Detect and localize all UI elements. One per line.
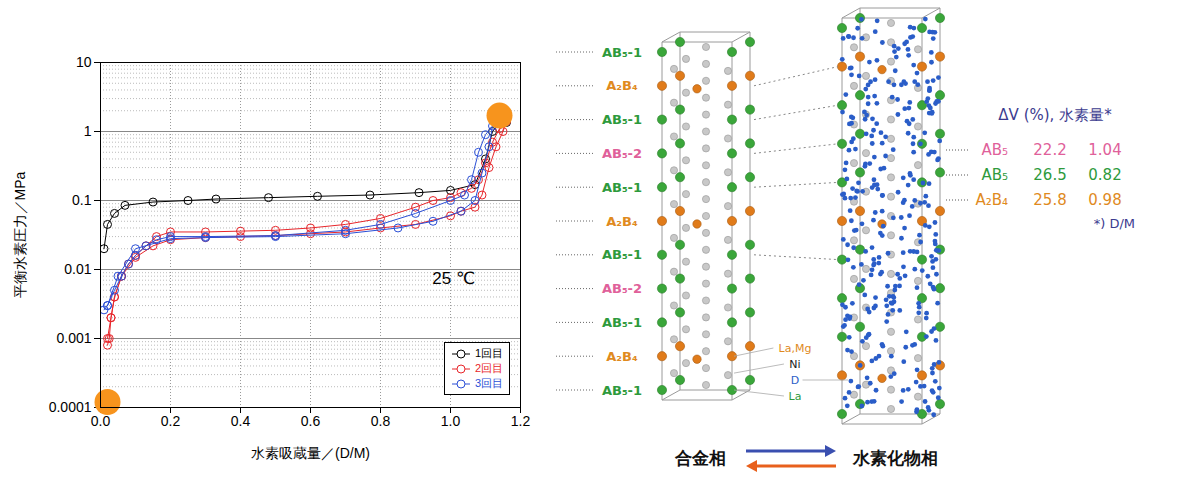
svg-text:AB₅: AB₅ bbox=[981, 166, 1008, 184]
svg-text:22.2: 22.2 bbox=[1033, 141, 1066, 159]
svg-text:10: 10 bbox=[76, 54, 92, 70]
svg-text:水素化物相: 水素化物相 bbox=[852, 448, 938, 468]
svg-text:A₂B₄: A₂B₄ bbox=[606, 214, 638, 229]
svg-text:1.0: 1.0 bbox=[441, 413, 461, 429]
svg-text:AB₅-1: AB₅-1 bbox=[602, 315, 642, 330]
svg-text:AB₅-2: AB₅-2 bbox=[602, 281, 642, 296]
svg-text:0.6: 0.6 bbox=[301, 413, 321, 429]
svg-text:0.01: 0.01 bbox=[64, 261, 91, 277]
svg-text:Ni: Ni bbox=[789, 358, 800, 371]
svg-text:AB₅: AB₅ bbox=[981, 141, 1008, 159]
svg-text:0.8: 0.8 bbox=[371, 413, 391, 429]
html-text:2回目: 2回目 bbox=[474, 362, 503, 374]
html-text:3回目: 3回目 bbox=[474, 377, 503, 389]
svg-text:0.0: 0.0 bbox=[91, 413, 111, 429]
svg-text:0.98: 0.98 bbox=[1088, 191, 1121, 209]
svg-text:La: La bbox=[789, 390, 802, 403]
svg-text:AB₅-1: AB₅-1 bbox=[602, 383, 642, 398]
svg-text:D: D bbox=[791, 374, 799, 387]
svg-text:0.0001: 0.0001 bbox=[49, 399, 92, 415]
svg-text:0.82: 0.82 bbox=[1088, 166, 1121, 184]
svg-text:26.5: 26.5 bbox=[1033, 166, 1066, 184]
svg-text:0.4: 0.4 bbox=[231, 413, 251, 429]
svg-text:AB₅-1: AB₅-1 bbox=[602, 45, 642, 60]
html-text:1回目: 1回目 bbox=[474, 347, 503, 359]
svg-text:平衡水素圧力／MPa: 平衡水素圧力／MPa bbox=[12, 171, 28, 298]
svg-text:AB₅-1: AB₅-1 bbox=[602, 112, 642, 127]
svg-text:1: 1 bbox=[84, 123, 92, 139]
svg-text:A₂B₄: A₂B₄ bbox=[606, 349, 638, 364]
svg-text:水素吸蔵量／(D/M): 水素吸蔵量／(D/M) bbox=[251, 445, 370, 461]
svg-text:1.04: 1.04 bbox=[1088, 141, 1121, 159]
svg-text:A₂B₄: A₂B₄ bbox=[975, 191, 1008, 209]
svg-text:0.2: 0.2 bbox=[161, 413, 181, 429]
svg-text:合金相: 合金相 bbox=[674, 448, 726, 468]
svg-text:*) D/M: *) D/M bbox=[1094, 216, 1135, 231]
svg-text:La,Mg: La,Mg bbox=[779, 342, 812, 355]
svg-text:1.2: 1.2 bbox=[511, 413, 531, 429]
html-text:25 ℃: 25 ℃ bbox=[432, 269, 475, 288]
svg-text:AB₅-1: AB₅-1 bbox=[602, 180, 642, 195]
svg-text:ΔV (%), 水素量*: ΔV (%), 水素量* bbox=[998, 106, 1112, 124]
svg-text:0.001: 0.001 bbox=[56, 330, 91, 346]
svg-text:0.1: 0.1 bbox=[72, 192, 92, 208]
svg-text:A₂B₄: A₂B₄ bbox=[606, 78, 638, 93]
svg-text:AB₅-2: AB₅-2 bbox=[602, 146, 642, 161]
svg-text:AB₅-1: AB₅-1 bbox=[602, 247, 642, 262]
svg-text:25.8: 25.8 bbox=[1033, 191, 1066, 209]
